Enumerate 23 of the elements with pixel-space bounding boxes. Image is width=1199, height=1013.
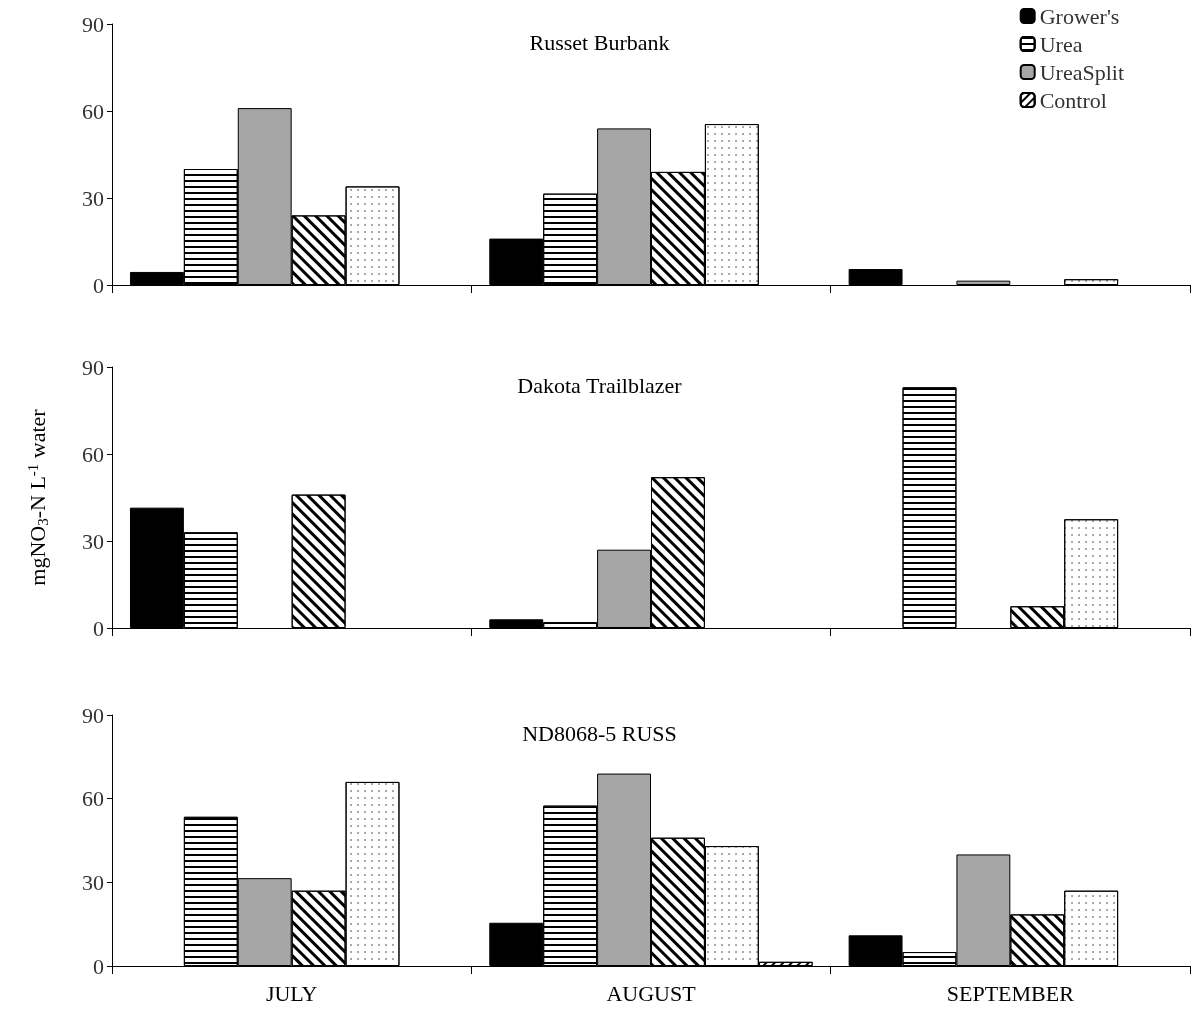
x-tick-label: SEPTEMBER <box>946 980 1075 1006</box>
legend-label: Urea <box>1039 31 1083 57</box>
chart-title: ND8068-5 RUSS <box>522 720 677 746</box>
legend-label: UreaSplit <box>1039 59 1125 85</box>
y-tick-label: 0 <box>93 615 104 641</box>
y-tick-label: 30 <box>82 185 104 211</box>
chart-title: Dakota Trailblazer <box>517 372 683 398</box>
y-tick-label: 60 <box>82 786 104 812</box>
legend-label: Grower's <box>1039 3 1120 29</box>
y-tick-label: 0 <box>93 953 104 979</box>
y-tick-label: 60 <box>82 441 104 467</box>
y-tick-label: 90 <box>82 11 104 37</box>
y-tick-label: 60 <box>82 98 104 124</box>
y-tick-label: 0 <box>93 272 104 298</box>
x-tick-label: JULY <box>265 980 318 1006</box>
y-tick-label: 30 <box>82 528 104 554</box>
x-tick-label: AUGUST <box>606 980 697 1006</box>
chart-title: Russet Burbank <box>529 29 670 55</box>
y-tick-label: 90 <box>82 354 104 380</box>
legend-label: Control <box>1039 87 1107 113</box>
y-tick-label: 90 <box>82 702 104 728</box>
y-tick-label: 30 <box>82 869 104 895</box>
y-axis-title: mgNO3-N L-1 water <box>24 408 51 586</box>
